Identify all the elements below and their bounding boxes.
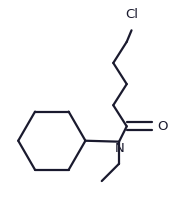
Text: O: O: [157, 120, 168, 133]
Text: Cl: Cl: [125, 8, 138, 21]
Text: N: N: [115, 142, 125, 155]
